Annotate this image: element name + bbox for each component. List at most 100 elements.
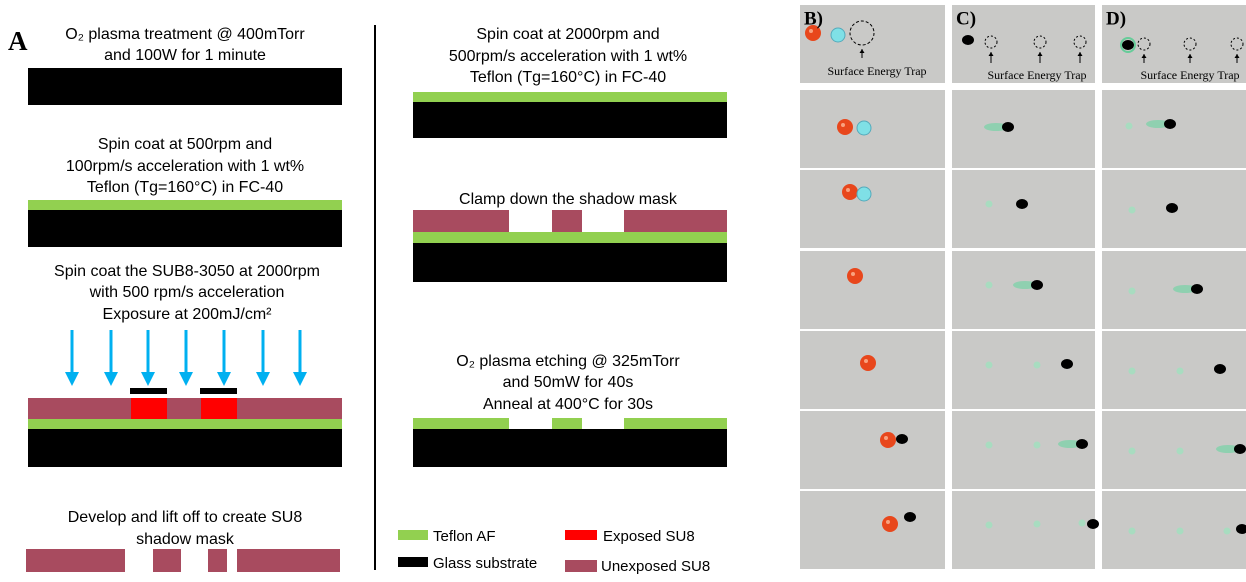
uv-arrowhead: [65, 372, 79, 386]
legend-label: Unexposed SU8: [601, 558, 710, 575]
droplet: [847, 268, 863, 284]
uv-arrowhead: [217, 372, 231, 386]
droplet: [1061, 359, 1073, 369]
photo-cell: [800, 411, 945, 489]
droplet: [1087, 519, 1099, 529]
droplet: [837, 119, 853, 135]
droplet-residue: [1129, 207, 1136, 214]
uv-arrows: [65, 330, 307, 386]
exposed-su8: [201, 398, 237, 419]
photo-cell: [800, 90, 945, 168]
step-text: with 500 rpm/s acceleration: [89, 284, 285, 301]
step-text: Exposure at 200mJ/cm²: [103, 306, 273, 323]
droplet-residue: [1224, 528, 1231, 535]
droplet: [1016, 199, 1028, 209]
droplet: [1191, 284, 1203, 294]
shadow-mask: [237, 549, 340, 572]
droplet: [882, 516, 898, 532]
uv-arrowhead: [104, 372, 118, 386]
panel-label: A: [8, 26, 28, 56]
teflon-layer: [624, 418, 727, 429]
photo-cell: [952, 411, 1095, 489]
droplet: [1031, 280, 1043, 290]
droplet-residue: [1079, 520, 1086, 527]
droplet-residue: [1177, 368, 1184, 375]
droplet: [962, 35, 974, 45]
step-text: Spin coat at 2000rpm and: [476, 26, 659, 43]
step-text: Develop and lift off to create SU8: [68, 509, 303, 526]
highlight: [851, 272, 855, 276]
photo-cell: [952, 491, 1095, 569]
legend-swatch: [565, 530, 597, 540]
panel-label: C): [956, 8, 976, 29]
droplet-residue: [986, 201, 993, 208]
legend-swatch: [398, 530, 428, 540]
panel-label: B): [804, 8, 823, 29]
exposed-su8: [131, 398, 167, 419]
legend-label: Exposed SU8: [603, 528, 695, 545]
highlight: [884, 436, 888, 440]
glass-substrate: [28, 429, 342, 467]
droplet: [857, 187, 871, 201]
legend-label: Glass substrate: [433, 555, 537, 572]
step-text: and 50mW for 40s: [503, 374, 634, 391]
uv-arrowhead: [141, 372, 155, 386]
droplet: [860, 355, 876, 371]
panel-label: D): [1106, 8, 1126, 29]
droplet: [831, 28, 845, 42]
mask-bar: [200, 388, 237, 394]
droplet: [1164, 119, 1176, 129]
droplet: [1166, 203, 1178, 213]
teflon-layer: [413, 92, 727, 102]
shadow-mask: [624, 210, 727, 232]
photo-cell: [800, 331, 945, 409]
droplet-residue: [1034, 442, 1041, 449]
droplet: [904, 512, 916, 522]
droplet: [1002, 122, 1014, 132]
droplet-residue: [1129, 448, 1136, 455]
droplet-residue: [1034, 521, 1041, 528]
legend-label: Teflon AF: [433, 528, 496, 545]
legend-swatch: [565, 560, 597, 572]
droplet-residue: [986, 362, 993, 369]
step-text: shadow mask: [136, 531, 235, 548]
highlight: [809, 29, 813, 33]
droplet: [1234, 444, 1246, 454]
step-text: Teflon (Tg=160°C) in FC-40: [87, 179, 283, 196]
droplet-residue: [1129, 288, 1136, 295]
teflon-layer: [552, 418, 582, 429]
photo-cell: [952, 90, 1095, 168]
glass-substrate: [413, 243, 727, 282]
shadow-mask: [552, 210, 582, 232]
photo-cell: [800, 251, 945, 329]
step-text: O₂ plasma etching @ 325mTorr: [456, 353, 680, 370]
photo-cell: [1102, 90, 1246, 168]
droplet: [1214, 364, 1226, 374]
step-text: 100rpm/s acceleration with 1 wt%: [66, 158, 304, 175]
teflon-layer: [413, 232, 727, 243]
figure: A O₂ plasma treatment @ 400mTorr and 100…: [0, 0, 1246, 577]
teflon-layer: [28, 200, 342, 210]
droplet: [880, 432, 896, 448]
step-text: Spin coat at 500rpm and: [98, 136, 272, 153]
shadow-mask: [413, 210, 509, 232]
shadow-mask: [208, 549, 227, 572]
highlight: [846, 188, 850, 192]
droplet-residue: [1177, 528, 1184, 535]
highlight: [864, 359, 868, 363]
photo-cell: [952, 251, 1095, 329]
uv-arrowhead: [179, 372, 193, 386]
glass-substrate: [413, 102, 727, 138]
glass-substrate: [28, 68, 342, 105]
step-text: and 100W for 1 minute: [104, 47, 266, 64]
step-text: Clamp down the shadow mask: [459, 191, 678, 208]
droplet-residue: [986, 522, 993, 529]
droplet-residue: [986, 442, 993, 449]
step-text: Spin coat the SUB8-3050 at 2000rpm: [54, 263, 320, 280]
highlight: [841, 123, 845, 127]
step-text: Teflon (Tg=160°C) in FC-40: [470, 69, 666, 86]
photo-grid: B)Surface Energy TrapC)Surface Energy Tr…: [800, 5, 1246, 569]
legend-swatch: [398, 557, 428, 567]
uv-arrowhead: [256, 372, 270, 386]
glass-substrate: [28, 210, 342, 247]
